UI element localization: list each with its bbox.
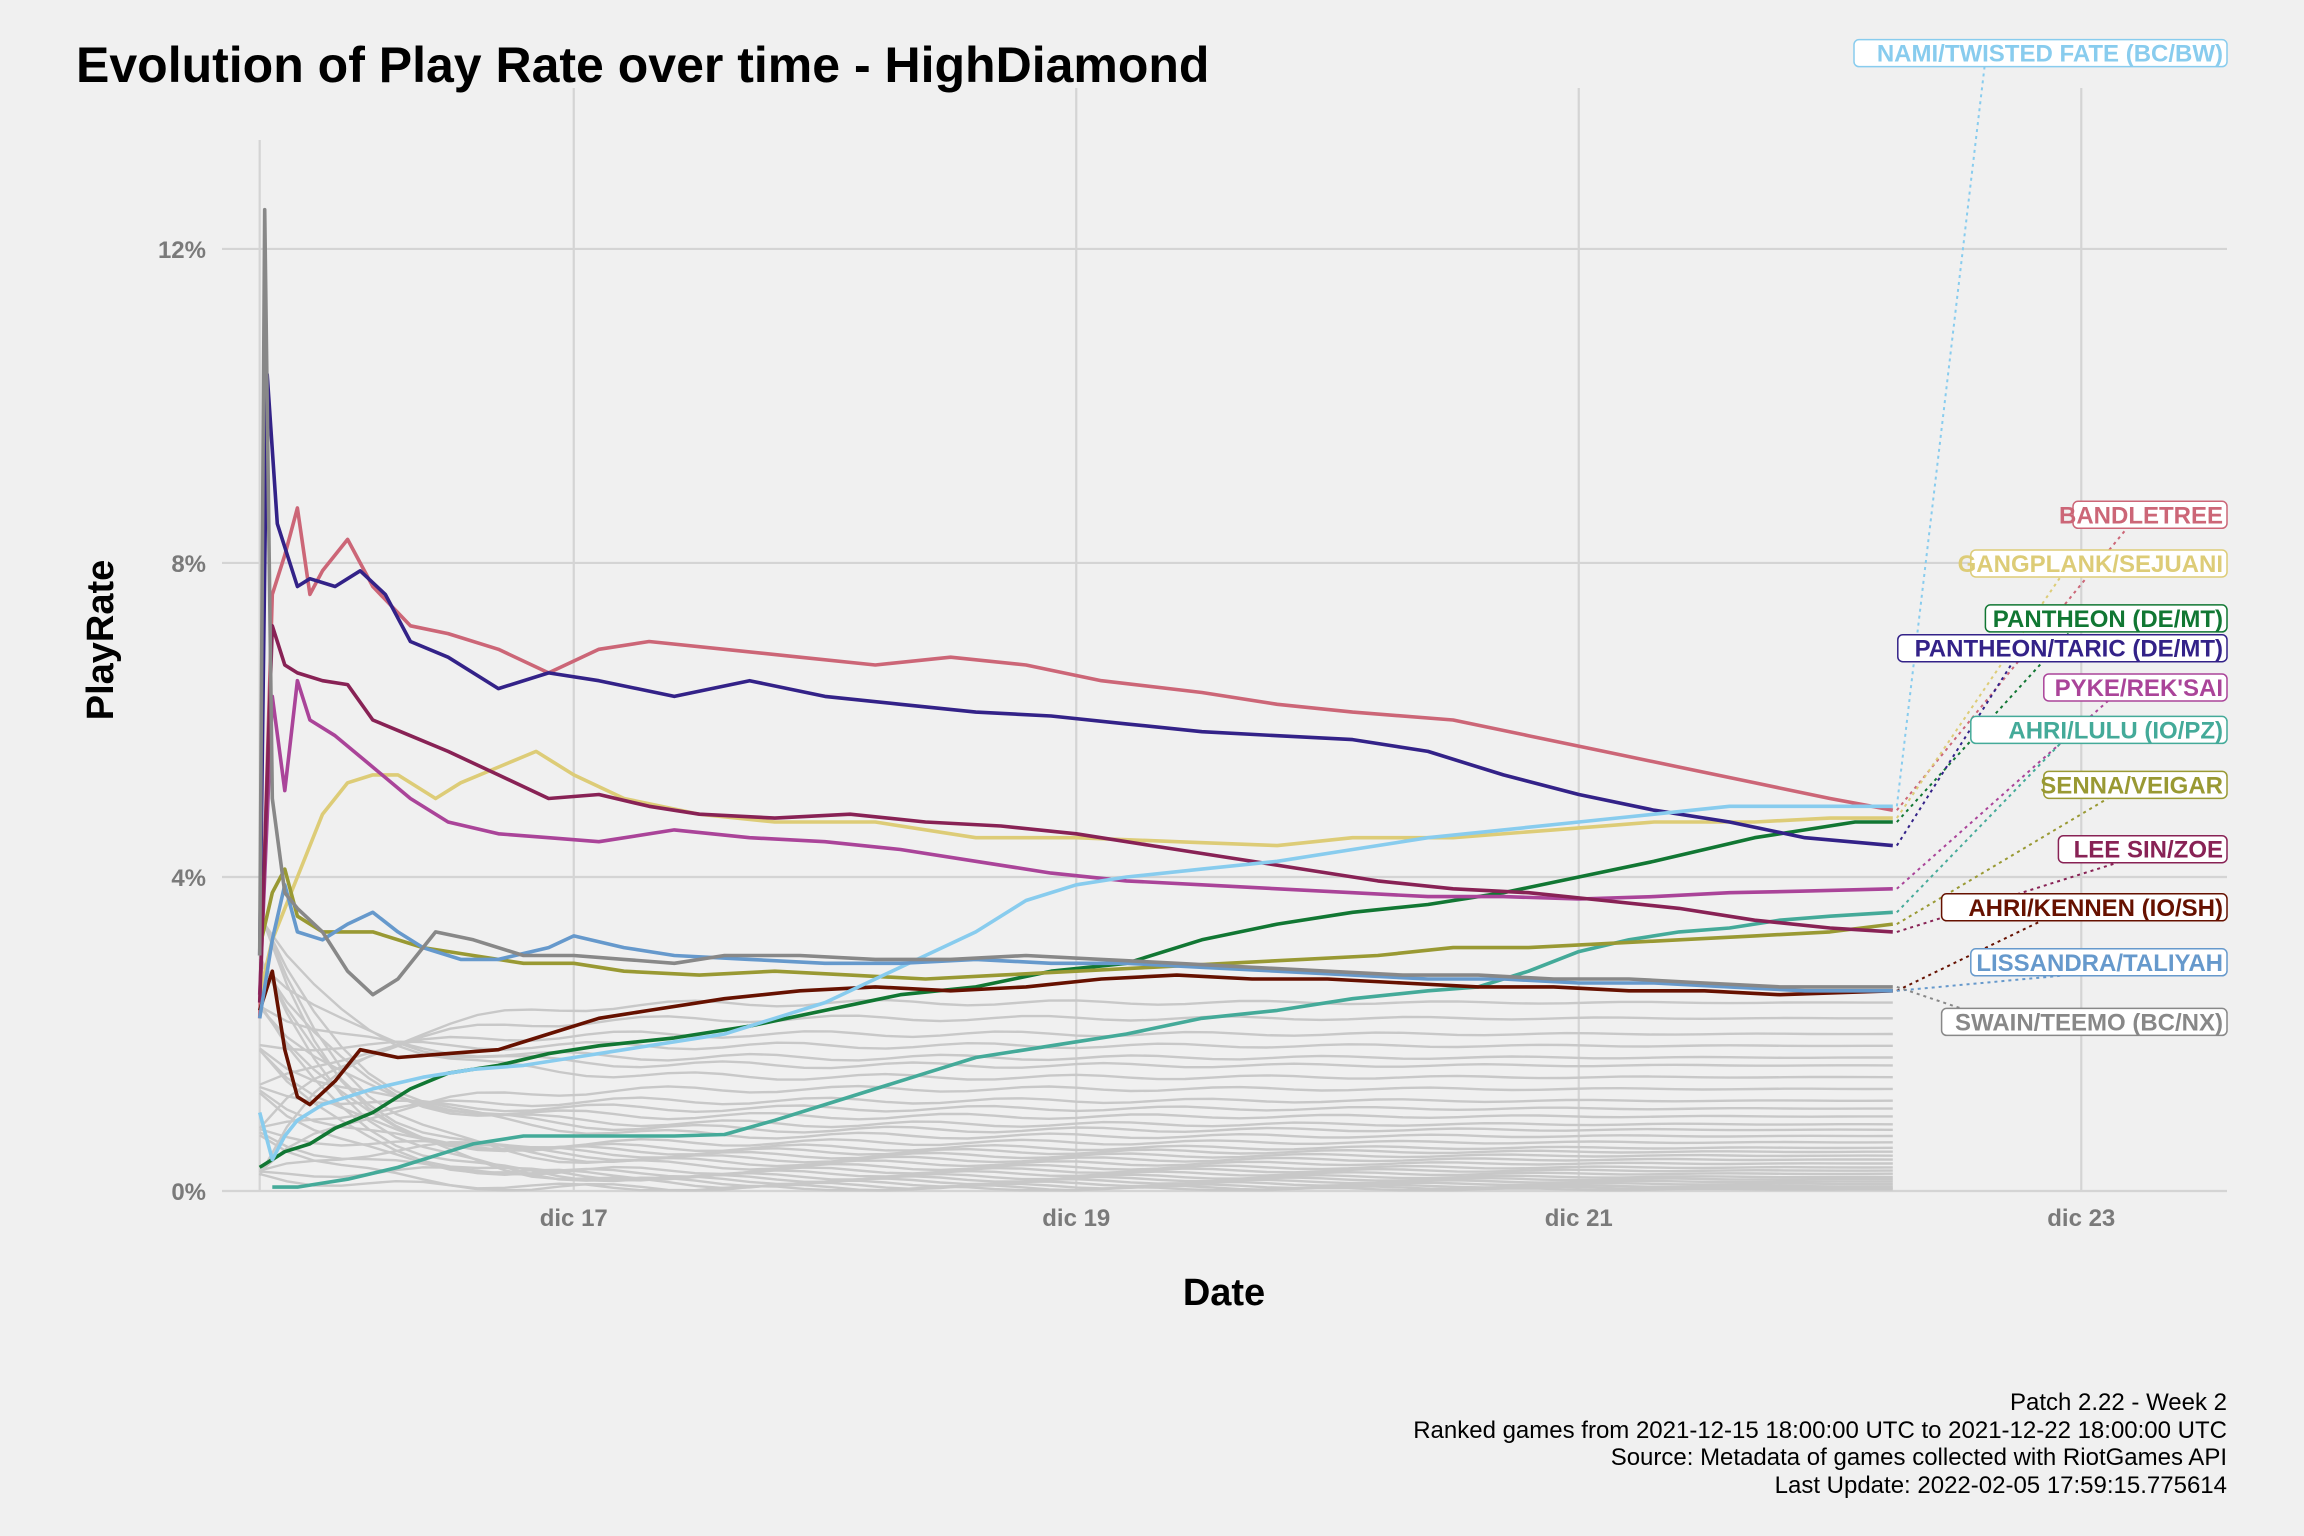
x-tick-label-3: dic 23: [2047, 1205, 2115, 1232]
series-line-9: [257, 804, 1893, 1162]
label-box-8: [2057, 834, 2228, 864]
label-box-11: [1940, 1007, 2228, 1037]
label-box-5: [2043, 673, 2228, 702]
series-labels: NAMI/TWISTED FATE (BC/BW) BANDLETREE GANGP…: [1853, 38, 2228, 1037]
series-label-9: AHRI/KENNEN (IO/SH): [1968, 895, 2223, 922]
series-label-1: BANDLETREE: [2059, 502, 2223, 529]
background-series-line-0: [258, 998, 1893, 1176]
label-box-0: [1853, 38, 2228, 68]
axis-ticks: 0% 4% 8% 12% dic 17 dic 19 dic 21 dic 23: [158, 237, 2115, 1232]
background-series-line-1: [258, 1014, 1893, 1130]
y-tick-label-2: 8%: [171, 551, 206, 578]
background-series-line-29: [259, 1134, 1893, 1192]
background-series-line-3: [259, 1040, 1893, 1052]
series-line-4: [257, 678, 1893, 995]
series-label-8: LEE SIN/ZOE: [2074, 837, 2223, 864]
background-series-line-10: [258, 1047, 1893, 1121]
label-box-7: [2043, 770, 2228, 800]
series-line-0: [257, 506, 1894, 1019]
series-line-8: [257, 969, 1893, 1107]
background-series-line-18: [258, 1005, 1893, 1164]
background-series-line-6: [258, 916, 1893, 1081]
label-box-6: [1970, 715, 2228, 745]
label-box-4: [1897, 633, 2228, 663]
series-label-11: SWAIN/TEEMO (BC/NX): [1955, 1009, 2223, 1036]
series-label-2: GANGPLANK/SEJUANI: [1958, 551, 2223, 578]
caption-line-4: Last Update: 2022-02-05 17:59:15.775614: [1775, 1472, 2227, 1499]
series-line-3: [257, 372, 1893, 956]
caption-line-3: Source: Metadata of games collected with…: [1611, 1444, 2227, 1471]
series-label-7: SENNA/VEIGAR: [2040, 772, 2223, 799]
series-line-11: [257, 207, 1893, 997]
series-line-2: [258, 820, 1893, 1169]
series-line-7: [257, 623, 1893, 1003]
x-tick-label-1: dic 19: [1042, 1205, 1110, 1232]
grid: [222, 88, 2227, 1193]
chart-title: Evolution of Play Rate over time - HighD…: [76, 37, 1209, 93]
highlighted-series: [257, 207, 1894, 1189]
y-tick-label-1: 4%: [171, 865, 206, 892]
y-tick-label-3: 12%: [158, 237, 206, 264]
label-leader-10: [1896, 974, 2061, 992]
background-series-line-12: [258, 961, 1893, 1134]
label-box-10: [1970, 948, 2228, 977]
background-series-line-9: [259, 1085, 1893, 1114]
label-box-2: [1970, 549, 2228, 578]
label-leader-9: [1896, 919, 2042, 992]
label-box-9: [1940, 893, 2228, 922]
label-leader-5: [1896, 700, 2109, 890]
x-tick-label-2: dic 21: [1545, 1205, 1613, 1232]
series-line-6: [257, 867, 1894, 981]
background-series-line-24: [258, 1049, 1893, 1184]
series-label-4: PANTHEON/TARIC (DE/MT): [1915, 636, 2223, 663]
background-series-line-27: [258, 911, 1893, 1191]
y-axis-title: PlayRate: [80, 560, 122, 721]
label-leader-6: [1896, 742, 2062, 914]
background-series-line-13: [258, 913, 1893, 1140]
caption-line-1: Patch 2.22 - Week 2: [2010, 1389, 2227, 1416]
caption: Patch 2.22 - Week 2 Ranked games from 20…: [1413, 1389, 2227, 1499]
background-series-line-7: [258, 1084, 1893, 1174]
series-line-10: [257, 882, 1893, 1019]
series-label-6: AHRI/LULU (IO/PZ): [2008, 717, 2223, 744]
background-series-line-11: [258, 1006, 1893, 1129]
background-series-line-4: [259, 1005, 1893, 1062]
series-label-3: PANTHEON (DE/MT): [1993, 606, 2223, 633]
y-tick-label-0: 0%: [171, 1179, 206, 1206]
background-series-line-8: [259, 1096, 1893, 1129]
label-box-1: [2072, 500, 2228, 530]
label-leader-0: [1895, 66, 1986, 807]
series-label-5: PYKE/REK'SAI: [2055, 675, 2223, 702]
background-series-line-15: [259, 1127, 1893, 1153]
x-tick-label-0: dic 17: [540, 1205, 608, 1232]
caption-line-2: Ranked games from 2021-12-15 18:00:00 UT…: [1413, 1417, 2227, 1444]
background-series-line-26: [258, 955, 1893, 1188]
series-label-0: NAMI/TWISTED FATE (BC/BW): [1877, 41, 2223, 68]
label-leader-4: [1895, 661, 2014, 847]
background-series-line-20: [258, 911, 1893, 1172]
background-series-line-19: [258, 958, 1893, 1168]
label-leader-7: [1896, 797, 2109, 925]
series-label-10: LISSANDRA/TALIYAH: [1976, 950, 2223, 977]
label-box-3: [1984, 604, 2228, 633]
background-series-line-25: [258, 1002, 1893, 1186]
x-axis-title: Date: [1183, 1272, 1265, 1314]
